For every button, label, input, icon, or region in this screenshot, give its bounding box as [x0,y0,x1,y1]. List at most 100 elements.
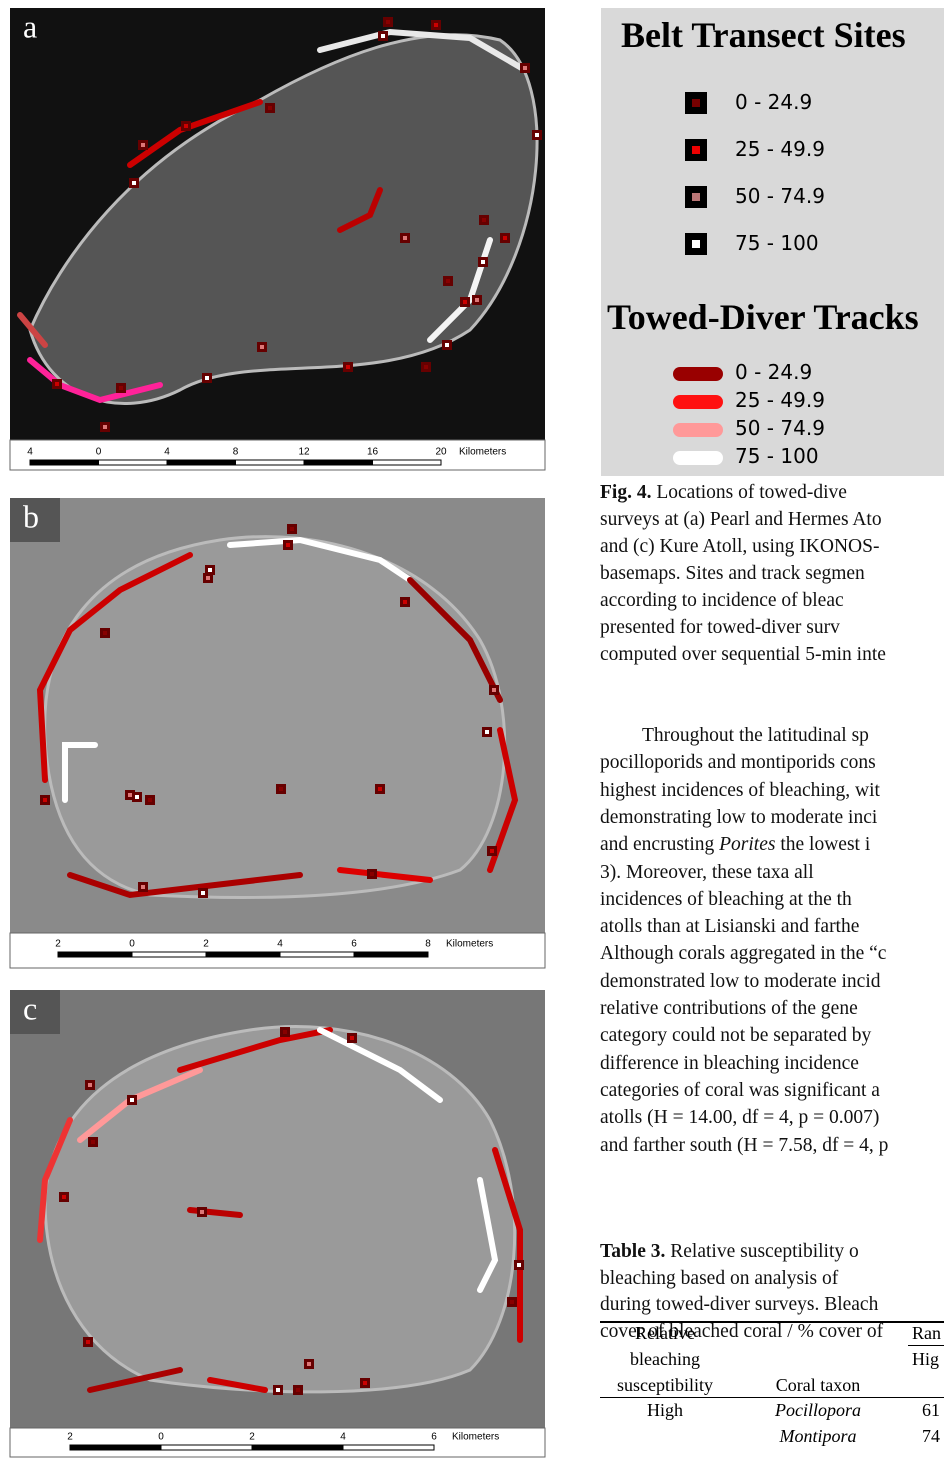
caption-text: Locations of towed-dive [651,482,847,503]
body-text: relative contributions of the gene [600,998,858,1019]
caption-text: computed over sequential 5-min inte [600,644,886,665]
table-header: Coral taxon [748,1375,888,1396]
belt-site-center [307,1362,311,1366]
body-line: atolls (H = 14.00, df = 4, p = 0.007) [600,1107,879,1129]
belt-site-center [403,236,407,240]
panel-label: c [23,990,37,1026]
belt-site-center [446,279,450,283]
panel-label: b [23,498,39,534]
belt-site-center [132,181,136,185]
belt-site-center [386,20,390,24]
legend-swatch-center [692,193,700,201]
legend-item: 75 - 100 [735,231,819,255]
atoll-outline [45,537,505,898]
belt-site-center [103,631,107,635]
belt-site-center [184,124,188,128]
legend-item: 25 - 49.9 [735,388,825,412]
legend-item: 0 - 24.9 [735,360,812,384]
belt-site-center [490,849,494,853]
legend: Belt Transect Sites 0 - 24.925 - 49.950 … [601,8,944,476]
belt-site-center [481,260,485,264]
belt-site-center [205,376,209,380]
belt-site-center [445,343,449,347]
legend-swatch [673,367,723,381]
table-cell: 74 [922,1426,944,1447]
body-text: atolls than at Lisianski and farthe [600,916,859,937]
belt-site-center [43,798,47,802]
belt-site-center [91,1140,95,1144]
table-cell: High [600,1400,730,1421]
body-text: the lowest i [775,834,870,855]
scale-label: 0 [129,939,135,950]
caption-line: basemaps. Sites and track segmen [600,563,865,585]
scale-label: 2 [67,1432,73,1443]
legend-swatch [673,451,723,465]
belt-site-center [517,1263,521,1267]
scale-label: 2 [249,1432,255,1443]
scale-label: 6 [431,1432,437,1443]
belt-site-center [482,218,486,222]
body-line: relative contributions of the gene [600,998,858,1020]
body-text: 3). Moreover, these taxa all [600,862,814,883]
legend-title: Belt Transect Sites [621,14,906,56]
belt-site-center [141,885,145,889]
table-header: Ran [912,1323,944,1344]
scale-bar [343,1445,434,1450]
belt-site-center [201,891,205,895]
belt-site-center [260,345,264,349]
belt-site-center [130,1098,134,1102]
body-text: Although corals aggregated in the “c [600,943,886,964]
table-label: Table 3. [600,1241,665,1262]
legend-item: 75 - 100 [735,444,819,468]
belt-site-center [290,527,294,531]
table-cell: Montipora [748,1426,888,1447]
scale-bar [206,952,280,957]
belt-site-center [55,382,59,386]
caption-line: surveys at (a) Pearl and Hermes Ato [600,509,882,531]
belt-site-center [463,300,467,304]
scale-label: 4 [340,1432,346,1443]
legend-swatch-center [692,146,700,154]
belt-site-center [434,23,438,27]
body-line: category could not be separated by [600,1025,871,1047]
body-line: Throughout the latitudinal sp [642,725,869,747]
belt-site-center [535,133,539,137]
table-rule [600,1397,944,1398]
belt-site-center [424,365,428,369]
table-rule [908,1345,944,1346]
scale-label: 0 [96,447,102,458]
scale-bar [30,460,99,465]
belt-site-center [523,66,527,70]
table-caption-text: bleaching based on analysis of [600,1268,838,1289]
scale-label: 8 [233,447,239,458]
caption-text: surveys at (a) Pearl and Hermes Ato [600,509,882,530]
belt-site-center [370,872,374,876]
scale-label: 4 [27,447,33,458]
scale-label: 4 [164,447,170,458]
table-cell: 61 [922,1400,944,1421]
scale-bar [70,1445,161,1450]
belt-site-center [286,543,290,547]
body-line: demonstrated low to moderate incid [600,971,881,993]
caption-label: Fig. 4. [600,482,651,503]
body-text: Throughout the latitudinal sp [642,725,869,746]
body-line: and farther south (H = 7.58, df = 4, p [600,1135,888,1157]
scale-label: 16 [367,447,379,458]
table-caption-line: during towed-diver surveys. Bleach [600,1294,878,1316]
scale-bar [58,952,132,957]
body-line: categories of coral was significant a [600,1080,880,1102]
scale-label: 4 [277,939,283,950]
legend-swatch [673,395,723,409]
belt-site-center [296,1388,300,1392]
body-text: highest incidences of bleaching, wit [600,780,880,801]
body-text: pocilloporids and montiporids cons [600,752,876,773]
legend-swatch [673,423,723,437]
body-line: incidences of bleaching at the th [600,889,852,911]
body-line: 3). Moreover, these taxa all [600,862,814,884]
body-line: difference in bleaching incidence [600,1053,859,1075]
scale-label: 8 [425,939,431,950]
belt-site-center [141,143,145,147]
table-caption-text: Relative susceptibility o [665,1241,858,1262]
body-text: atolls (H = 14.00, df = 4, p = 0.007) [600,1107,879,1128]
scale-label: 0 [158,1432,164,1443]
